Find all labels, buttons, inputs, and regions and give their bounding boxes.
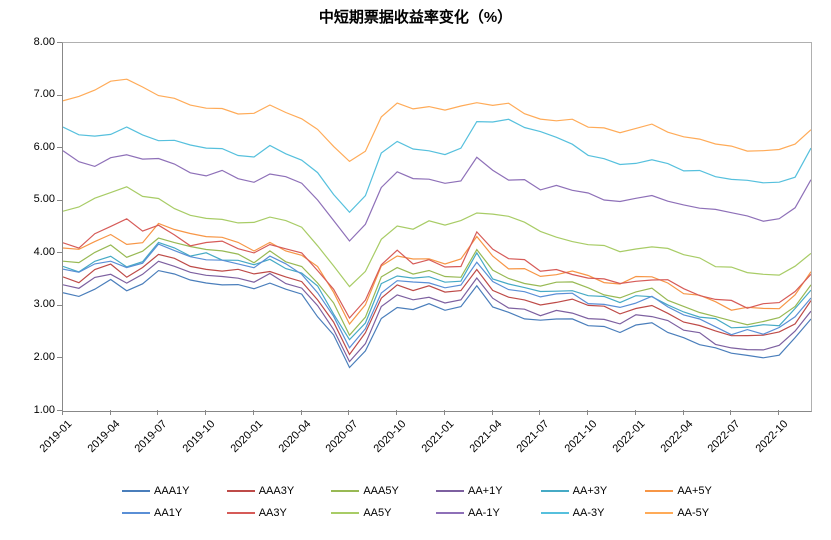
legend-item-AA+1Y: AA+1Y [436, 485, 529, 497]
x-tick-mark [444, 410, 445, 415]
x-tick-mark [110, 410, 111, 415]
x-tick-label: 2022-04 [644, 418, 695, 469]
legend-label: AA+3Y [573, 485, 608, 497]
legend-swatch [227, 512, 255, 514]
legend-item-AAA1Y: AAA1Y [122, 485, 215, 497]
legend-item-AA5Y: AA5Y [331, 507, 424, 519]
x-tick-label: 2019-10 [167, 418, 218, 469]
x-tick-mark [635, 410, 636, 415]
y-tick-mark [57, 147, 62, 148]
legend-label: AAA5Y [363, 485, 398, 497]
x-tick-mark [62, 410, 63, 415]
y-tick-label: 6.00 [17, 141, 55, 153]
x-tick-mark [492, 410, 493, 415]
y-tick-mark [57, 95, 62, 96]
x-tick-label: 2019-01 [24, 418, 75, 469]
x-tick-mark [253, 410, 254, 415]
x-tick-mark [778, 410, 779, 415]
legend-item-AAA3Y: AAA3Y [227, 485, 320, 497]
x-tick-mark [301, 410, 302, 415]
x-tick-label: 2019-07 [119, 418, 170, 469]
legend-swatch [331, 512, 359, 514]
series-line-AA3Y [63, 219, 811, 318]
series-line-AA+1Y [63, 261, 811, 361]
y-tick-label: 2.00 [17, 351, 55, 363]
x-tick-label: 2020-10 [358, 418, 409, 469]
series-line-AAA3Y [63, 254, 811, 354]
legend-swatch [541, 490, 569, 492]
legend-swatch [436, 512, 464, 514]
legend-item-AA+5Y: AA+5Y [645, 485, 738, 497]
legend-label: AA3Y [259, 507, 287, 519]
y-tick-label: 1.00 [17, 404, 55, 416]
series-line-AA-3Y [63, 119, 811, 212]
line-series-layer [63, 43, 811, 411]
x-tick-label: 2020-01 [215, 418, 266, 469]
y-tick-mark [57, 305, 62, 306]
legend-label: AA-3Y [573, 507, 605, 519]
y-tick-label: 7.00 [17, 88, 55, 100]
x-tick-label: 2019-04 [71, 418, 122, 469]
x-tick-label: 2022-07 [692, 418, 743, 469]
x-tick-label: 2022-01 [596, 418, 647, 469]
series-line-AA-5Y [63, 79, 811, 161]
legend-label: AA1Y [154, 507, 182, 519]
legend-swatch [227, 490, 255, 492]
x-tick-label: 2020-07 [310, 418, 361, 469]
x-tick-mark [157, 410, 158, 415]
legend-swatch [645, 490, 673, 492]
y-tick-label: 5.00 [17, 193, 55, 205]
legend-swatch [122, 490, 150, 492]
legend-swatch [436, 490, 464, 492]
legend-label: AA-5Y [677, 507, 709, 519]
legend-item-AA3Y: AA3Y [227, 507, 320, 519]
y-tick-label: 4.00 [17, 246, 55, 258]
legend-label: AAA3Y [259, 485, 294, 497]
legend-item-AA-1Y: AA-1Y [436, 507, 529, 519]
legend-item-AA-5Y: AA-5Y [645, 507, 738, 519]
y-tick-mark [57, 252, 62, 253]
y-tick-label: 8.00 [17, 36, 55, 48]
series-line-AA-1Y [63, 151, 811, 241]
chart-title: 中短期票据收益率变化（%） [0, 6, 831, 27]
x-tick-mark [348, 410, 349, 415]
series-line-AAA5Y [63, 238, 811, 335]
x-tick-mark [396, 410, 397, 415]
x-tick-mark [205, 410, 206, 415]
x-tick-label: 2021-10 [549, 418, 600, 469]
legend-item-AA+3Y: AA+3Y [541, 485, 634, 497]
x-tick-mark [539, 410, 540, 415]
legend-label: AA+1Y [468, 485, 503, 497]
legend-swatch [645, 512, 673, 514]
legend-item-AA1Y: AA1Y [122, 507, 215, 519]
y-tick-mark [57, 357, 62, 358]
legend-swatch [122, 512, 150, 514]
y-tick-mark [57, 42, 62, 43]
plot-area [62, 42, 812, 412]
legend-item-AAA5Y: AAA5Y [331, 485, 424, 497]
legend: AAA1Y AAA3Y AAA5Y AA+1Y AA+3Y AA+5Y AA1Y AA3Y AA… [110, 480, 750, 524]
x-tick-label: 2021-04 [453, 418, 504, 469]
x-tick-label: 2021-01 [406, 418, 457, 469]
x-tick-mark [683, 410, 684, 415]
legend-label: AA5Y [363, 507, 391, 519]
legend-swatch [541, 512, 569, 514]
legend-label: AA+5Y [677, 485, 712, 497]
legend-swatch [331, 490, 359, 492]
x-tick-mark [730, 410, 731, 415]
y-tick-label: 3.00 [17, 298, 55, 310]
legend-label: AAA1Y [154, 485, 189, 497]
x-tick-label: 2021-07 [501, 418, 552, 469]
x-tick-mark [587, 410, 588, 415]
series-line-AA5Y [63, 187, 811, 287]
y-tick-mark [57, 200, 62, 201]
x-tick-label: 2022-10 [740, 418, 791, 469]
legend-item-AA-3Y: AA-3Y [541, 507, 634, 519]
x-tick-label: 2020-04 [262, 418, 313, 469]
legend-label: AA-1Y [468, 507, 500, 519]
chart-container: 中短期票据收益率变化（%） AAA1YAAA3YAAA5YAA+1YAA+3YA… [0, 0, 831, 540]
